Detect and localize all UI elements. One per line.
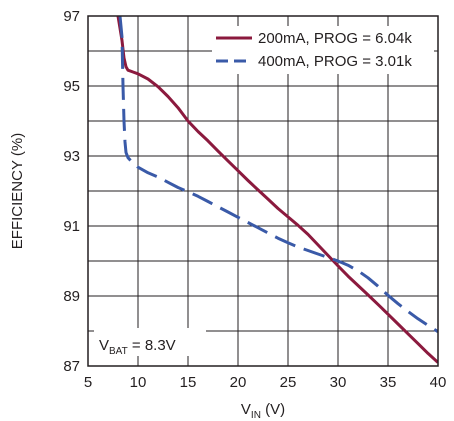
y-tick-label: 89: [63, 288, 80, 305]
x-tick-label: 40: [430, 374, 447, 391]
x-axis-title: VIN (V): [241, 401, 285, 421]
tick-labels: 5 10 15 20 25 30 35 40 87 89 91 93 95 97: [63, 8, 446, 391]
x-axis-title-suffix: (V): [261, 401, 285, 418]
series-line-400ma: [118, 16, 438, 333]
x-tick-label: 5: [84, 374, 92, 391]
x-tick-label: 15: [180, 374, 197, 391]
legend-label-400ma: 400mA, PROG = 3.01k: [258, 53, 412, 70]
vbat-annotation-main: V: [99, 337, 109, 354]
y-axis-title: EFFICIENCY (%): [9, 133, 26, 249]
x-axis-title-sub: IN: [251, 410, 261, 421]
series-layer: [116, 16, 438, 364]
annotation-background: [94, 328, 206, 356]
y-tick-label: 97: [63, 8, 80, 25]
y-tick-label: 91: [63, 218, 80, 235]
legend-label-200ma: 200mA, PROG = 6.04k: [258, 30, 412, 47]
y-tick-label: 87: [63, 358, 80, 375]
x-tick-label: 10: [130, 374, 147, 391]
x-tick-label: 30: [330, 374, 347, 391]
series-line-200ma: [116, 16, 438, 364]
vbat-annotation-sub: BAT: [109, 346, 128, 357]
plot-frame: [87, 15, 439, 367]
legend-background: [212, 26, 434, 74]
y-tick-label: 93: [63, 148, 80, 165]
x-tick-label: 35: [380, 374, 397, 391]
vbat-annotation: VBAT = 8.3V: [99, 337, 176, 357]
x-tick-label: 25: [280, 374, 297, 391]
y-tick-label: 95: [63, 78, 80, 95]
x-tick-label: 20: [230, 374, 247, 391]
vbat-annotation-suffix: = 8.3V: [128, 337, 176, 354]
x-axis-title-main: V: [241, 401, 251, 418]
